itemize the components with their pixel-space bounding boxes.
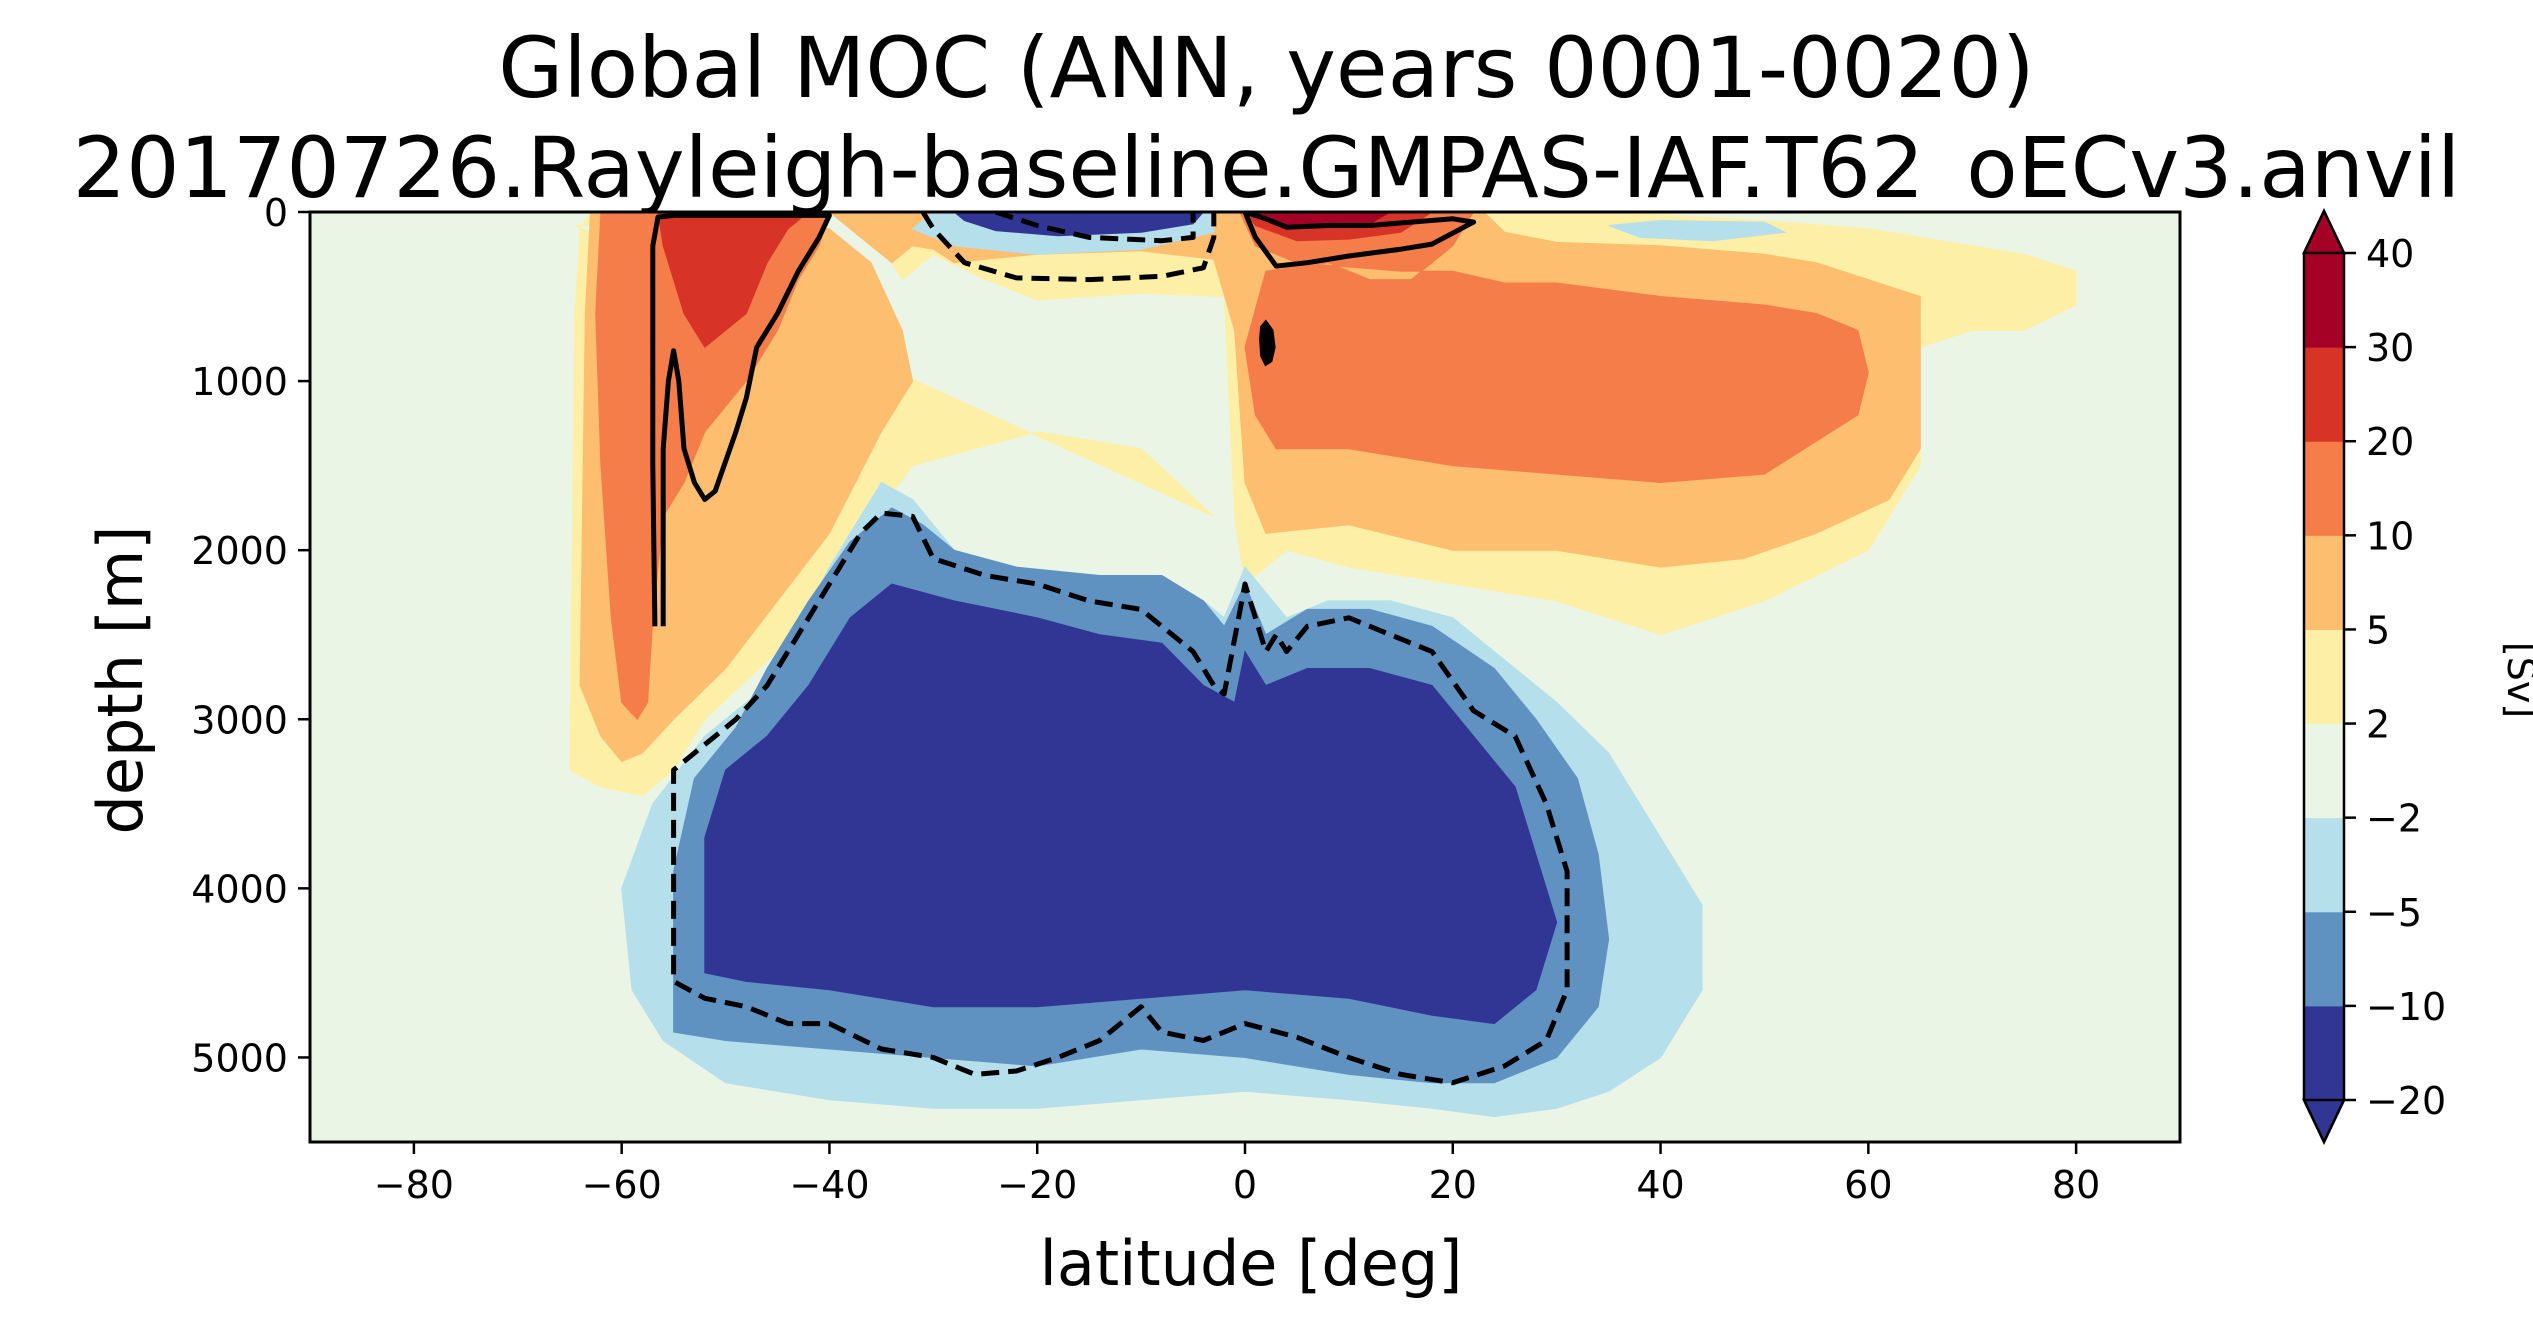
contour-fill-region: [704, 583, 1558, 1025]
x-tick-label: 80: [2052, 1163, 2100, 1207]
contour-line-positive: [650, 212, 832, 627]
contour-line-positive: [1259, 319, 1276, 367]
colorbar-band: [2304, 253, 2344, 348]
contour-fill-region: [1608, 219, 1787, 242]
x-tick-label: −60: [582, 1163, 662, 1207]
colorbar-band: [2304, 629, 2344, 725]
x-tick-label: 60: [1844, 1163, 1892, 1207]
colorbar: −20 −10 −5 −2 2 5 10 20 30 40: [2302, 208, 2446, 1145]
colorbar-extend-max: [2302, 208, 2346, 255]
x-axis-label: latitude [deg]: [1040, 1227, 1463, 1300]
y-axis-label: depth [m]: [84, 526, 157, 835]
y-tick-label: 3000: [191, 698, 288, 742]
colorbar-tick-label: −10: [2366, 985, 2446, 1029]
x-tick-label: 40: [1636, 1163, 1684, 1207]
colorbar-tick-label: −5: [2366, 891, 2422, 935]
axes: −80 −60 −40 −20 0 20 40 60 80 0 1000 2000 3000 4000 50…: [191, 191, 2182, 1207]
colorbar-tick-label: 10: [2366, 514, 2414, 558]
colorbar-band: [2304, 1005, 2344, 1101]
contour-line-positive: [1242, 212, 1477, 269]
y-tick-label: 5000: [191, 1036, 288, 1080]
colorbar-label: [Sv]: [2499, 642, 2533, 718]
contour-fill-region: [953, 212, 1205, 237]
y-tick-label: 1000: [191, 360, 288, 404]
contour-line-negative: [994, 212, 1196, 244]
chart-subtitle: 20170726.Rayleigh-baseline.GMPAS-IAF.T62…: [72, 119, 2461, 217]
x-tick-label: 20: [1429, 1163, 1477, 1207]
x-tick-label: −40: [789, 1163, 869, 1207]
contour-line-negative: [920, 212, 1217, 283]
y-tick-label: 2000: [191, 529, 288, 573]
colorbar-band: [2304, 441, 2344, 536]
colorbar-band: [2304, 535, 2344, 630]
chart-title: Global MOC (ANN, years 0001-0020): [498, 19, 2035, 117]
colorbar-band: [2304, 723, 2344, 819]
colorbar-tick-label: 30: [2366, 326, 2414, 370]
y-tick-label: 0: [264, 191, 288, 235]
x-tick-label: −20: [997, 1163, 1077, 1207]
x-tick-label: 0: [1233, 1163, 1257, 1207]
colorbar-band: [2304, 817, 2344, 913]
colorbar-band: [2304, 911, 2344, 1007]
colorbar-band: [2304, 347, 2344, 442]
colorbar-tick-label: 2: [2366, 703, 2390, 747]
colorbar-tick-label: −2: [2366, 797, 2422, 841]
contour-fill-region: [657, 212, 810, 349]
colorbar-tick-label: 40: [2366, 232, 2414, 276]
plot-area: [310, 212, 2180, 1142]
contour-line-negative: [671, 510, 1570, 1086]
colorbar-extend-min: [2302, 1098, 2346, 1145]
colorbar-tick-label: 5: [2366, 608, 2390, 652]
x-tick-label: −80: [374, 1163, 454, 1207]
colorbar-tick-label: −20: [2366, 1079, 2446, 1123]
contour-fill-region: [1239, 212, 1869, 484]
y-tick-label: 4000: [191, 867, 288, 911]
colorbar-tick-label: 20: [2366, 420, 2414, 464]
